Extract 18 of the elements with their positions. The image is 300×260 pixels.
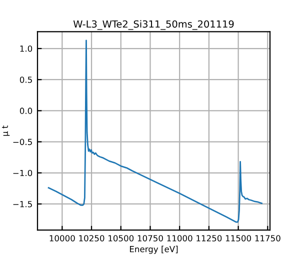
x-tick-label: 11250 xyxy=(196,235,222,242)
y-axis-title: μ t xyxy=(2,126,10,136)
y-tick-label: 1.0 xyxy=(20,45,32,52)
y-tick-label: −1.0 xyxy=(13,170,32,176)
x-tick-label: 11000 xyxy=(167,235,192,242)
y-tick-label: −1.5 xyxy=(13,201,32,208)
line-series xyxy=(48,40,262,223)
x-tick-label: 11750 xyxy=(255,235,280,242)
x-axis-title: Energy [eV] xyxy=(130,246,178,254)
x-tick-label: 11500 xyxy=(226,235,251,242)
x-tick-label: 10500 xyxy=(108,235,134,242)
y-tick-label: 0.0 xyxy=(20,108,32,114)
x-tick-label: 10000 xyxy=(50,235,75,242)
x-tick-label: 10750 xyxy=(138,235,163,242)
y-tick-label: 0.5 xyxy=(20,76,32,83)
x-tick-label: 10250 xyxy=(79,235,104,242)
y-tick-label: −0.5 xyxy=(13,138,32,146)
chart-title: W-L3_WTe2_Si311_50ms_201119 xyxy=(73,20,234,30)
